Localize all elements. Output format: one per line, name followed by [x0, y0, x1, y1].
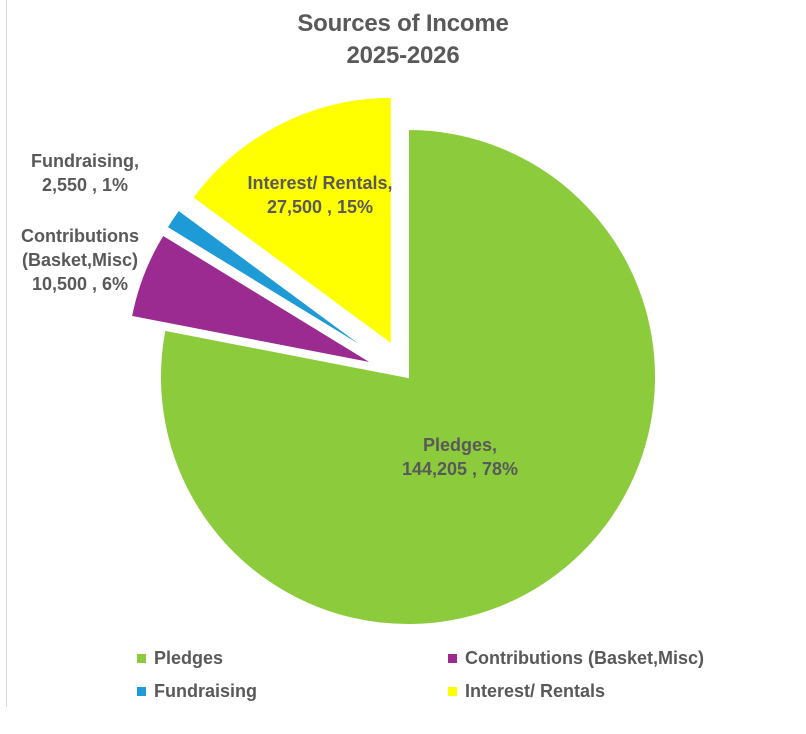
legend-swatch-pledges: [137, 653, 146, 663]
data-label-interest-rentals-line-1: Interest/ Rentals,: [247, 173, 393, 193]
legend-swatch-contributions: [448, 653, 457, 663]
data-label-contributions-line-3: 10,500 , 6%: [31, 274, 129, 294]
data-label-pledges-line-1: Pledges,: [422, 435, 498, 455]
legend-item-contributions: Contributions (Basket,Misc): [448, 646, 704, 670]
pie-slice-interest-rentals: [190, 95, 393, 347]
pie-slice-fundraising: [165, 208, 379, 358]
data-label-interest-rentals: Interest/ Rentals, 27,500 , 15%: [225, 171, 415, 219]
legend-label-interest-rentals: Interest/ Rentals: [465, 680, 606, 701]
data-label-fundraising: Fundraising, 2,550 , 1%: [15, 149, 155, 197]
legend-swatch-interest-rentals: [448, 686, 457, 696]
legend-item-pledges: Pledges: [137, 646, 223, 670]
data-label-fundraising-line-2: 2,550 , 1%: [41, 175, 129, 195]
legend-label-contributions: Contributions (Basket,Misc): [465, 647, 705, 668]
data-label-interest-rentals-line-2: 27,500 , 15%: [266, 197, 374, 217]
chart-border: [6, 0, 7, 707]
legend-label-pledges: Pledges: [154, 647, 224, 668]
pie-slice-contributions: [129, 233, 375, 365]
chart-subtitle: 2025-2026: [346, 42, 460, 69]
data-label-fundraising-line-1: Fundraising,: [31, 151, 139, 171]
chart-title: Sources of Income: [297, 10, 509, 37]
data-label-contributions-line-2: (Basket,Misc): [21, 250, 139, 270]
data-label-pledges-line-2: 144,205 , 78%: [401, 459, 519, 479]
data-label-contributions: Contributions (Basket,Misc) 10,500 , 6%: [5, 224, 155, 296]
legend-swatch-fundraising: [137, 686, 146, 696]
legend-item-fundraising: Fundraising: [137, 679, 257, 703]
legend-label-fundraising: Fundraising: [154, 680, 257, 701]
data-label-contributions-line-1: Contributions: [21, 226, 139, 246]
pie-slice-pledges: [159, 127, 657, 626]
legend-item-interest-rentals: Interest/ Rentals: [448, 679, 605, 703]
data-label-pledges: Pledges, 144,205 , 78%: [345, 433, 575, 481]
